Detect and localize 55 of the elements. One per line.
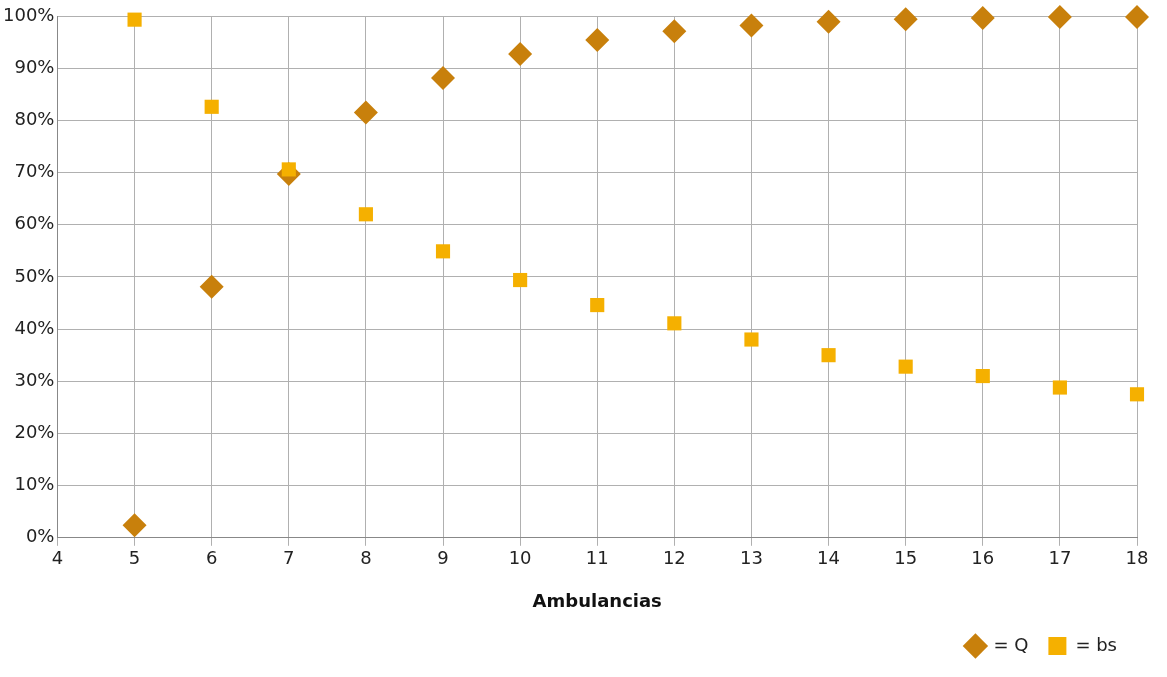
x-tick-label: 4: [51, 547, 64, 569]
x-tick-label: 16: [971, 547, 995, 569]
x-tick-label: 7: [283, 547, 295, 569]
point: [816, 9, 841, 34]
y-tick-label: 80%: [14, 108, 55, 130]
point: [898, 359, 913, 374]
point: [667, 316, 682, 331]
point: [1047, 5, 1072, 30]
x-tick-label: 10: [508, 547, 532, 569]
y-tick-label: 30%: [14, 368, 55, 390]
x-tick-label: 8: [360, 547, 372, 569]
x-axis-title: Ambulancias: [532, 589, 662, 611]
x-tick-label: 12: [662, 547, 686, 569]
y-tick-label: 100%: [2, 3, 55, 25]
point: [122, 513, 147, 538]
point: [199, 274, 224, 299]
y-tick-label: 70%: [14, 160, 55, 182]
x-tick-label: 15: [894, 547, 918, 569]
x-tick-label: 9: [437, 547, 449, 569]
point: [353, 100, 378, 125]
y-tick-label: 50%: [14, 264, 55, 286]
point: [127, 12, 142, 27]
point: [204, 99, 219, 114]
point: [590, 298, 605, 313]
legend-label: = bs: [1075, 633, 1117, 655]
legend-label: = Q: [993, 633, 1029, 655]
point: [1125, 5, 1149, 30]
point: [662, 19, 687, 44]
y-tick-label: 90%: [14, 55, 55, 77]
y-tick-label: 20%: [14, 421, 55, 443]
point: [1052, 380, 1067, 395]
x-tick-label: 6: [205, 547, 218, 569]
point: [821, 348, 836, 363]
point: [431, 66, 456, 91]
point: [970, 6, 995, 31]
x-tick-label: 11: [585, 547, 609, 569]
x-tick-label: 14: [817, 547, 841, 569]
point: [435, 244, 451, 259]
y-tick-label: 40%: [14, 316, 55, 338]
x-tick-label: 18: [1125, 547, 1149, 569]
point: [585, 28, 610, 52]
x-tick-label: 5: [128, 547, 141, 569]
x-tick-label: 13: [740, 547, 763, 569]
point: [1129, 387, 1145, 402]
point: [513, 272, 528, 288]
point: [358, 207, 373, 222]
y-tick-label: 0%: [25, 525, 55, 547]
point: [739, 13, 764, 38]
x-tick-label: 17: [1048, 547, 1072, 569]
y-tick-label: 60%: [14, 212, 55, 234]
point: [975, 368, 990, 384]
point: [893, 7, 918, 32]
point: [744, 332, 759, 347]
y-tick-label: 10%: [14, 473, 55, 495]
point: [508, 42, 533, 67]
